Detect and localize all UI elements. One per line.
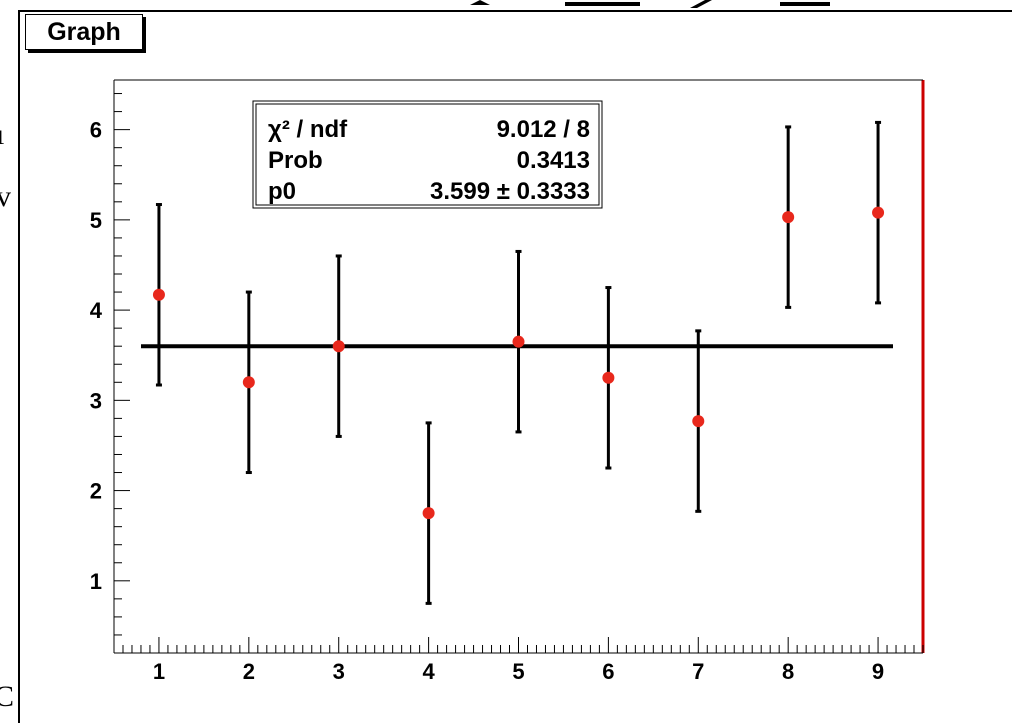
data-points — [152, 120, 885, 605]
x-tick-label: 3 — [333, 659, 345, 684]
y-tick-label: 4 — [90, 298, 103, 323]
x-tick-label: 4 — [422, 659, 435, 684]
x-tick-label: 2 — [243, 659, 255, 684]
stats-p0-value: 3.599 ± 0.3333 — [430, 178, 590, 205]
axes: 1 2 3 4 5 6 1 2 3 4 5 6 7 8 9 — [90, 79, 924, 684]
x-tick-label: 9 — [872, 659, 884, 684]
x-tick-label: 6 — [602, 659, 614, 684]
stats-box: χ² / ndf 9.012 / 8 Prob 0.3413 p0 3.599 … — [252, 100, 603, 209]
data-point — [512, 335, 525, 348]
x-tick-label: 5 — [512, 659, 524, 684]
edge-fragment: v — [0, 180, 11, 213]
y-tick-label: 3 — [90, 388, 102, 413]
data-point — [332, 340, 345, 353]
edge-fragment: C — [0, 680, 15, 713]
stats-chi2-label: χ² / ndf — [268, 116, 348, 143]
graph-title: Graph — [25, 14, 143, 50]
x-tick-label: 7 — [692, 659, 704, 684]
y-tick-label: 6 — [90, 118, 102, 143]
stats-p0-label: p0 — [268, 178, 296, 205]
y-tick-label: 1 — [90, 569, 102, 594]
y-tick-label: 5 — [90, 208, 102, 233]
data-point — [152, 288, 165, 301]
data-point — [602, 371, 615, 384]
data-point — [692, 415, 705, 428]
stats-chi2-value: 9.012 / 8 — [497, 116, 590, 143]
title-fragment-decoration — [470, 0, 830, 8]
y-tick-label: 2 — [90, 479, 102, 504]
stats-prob-value: 0.3413 — [517, 147, 590, 174]
data-point — [422, 507, 435, 520]
data-point — [872, 206, 885, 219]
data-point — [782, 211, 795, 224]
stats-prob-label: Prob — [268, 147, 323, 174]
data-point — [242, 376, 255, 389]
x-tick-label: 8 — [782, 659, 794, 684]
edge-fragment: ı — [0, 118, 5, 151]
x-tick-label: 1 — [153, 659, 165, 684]
